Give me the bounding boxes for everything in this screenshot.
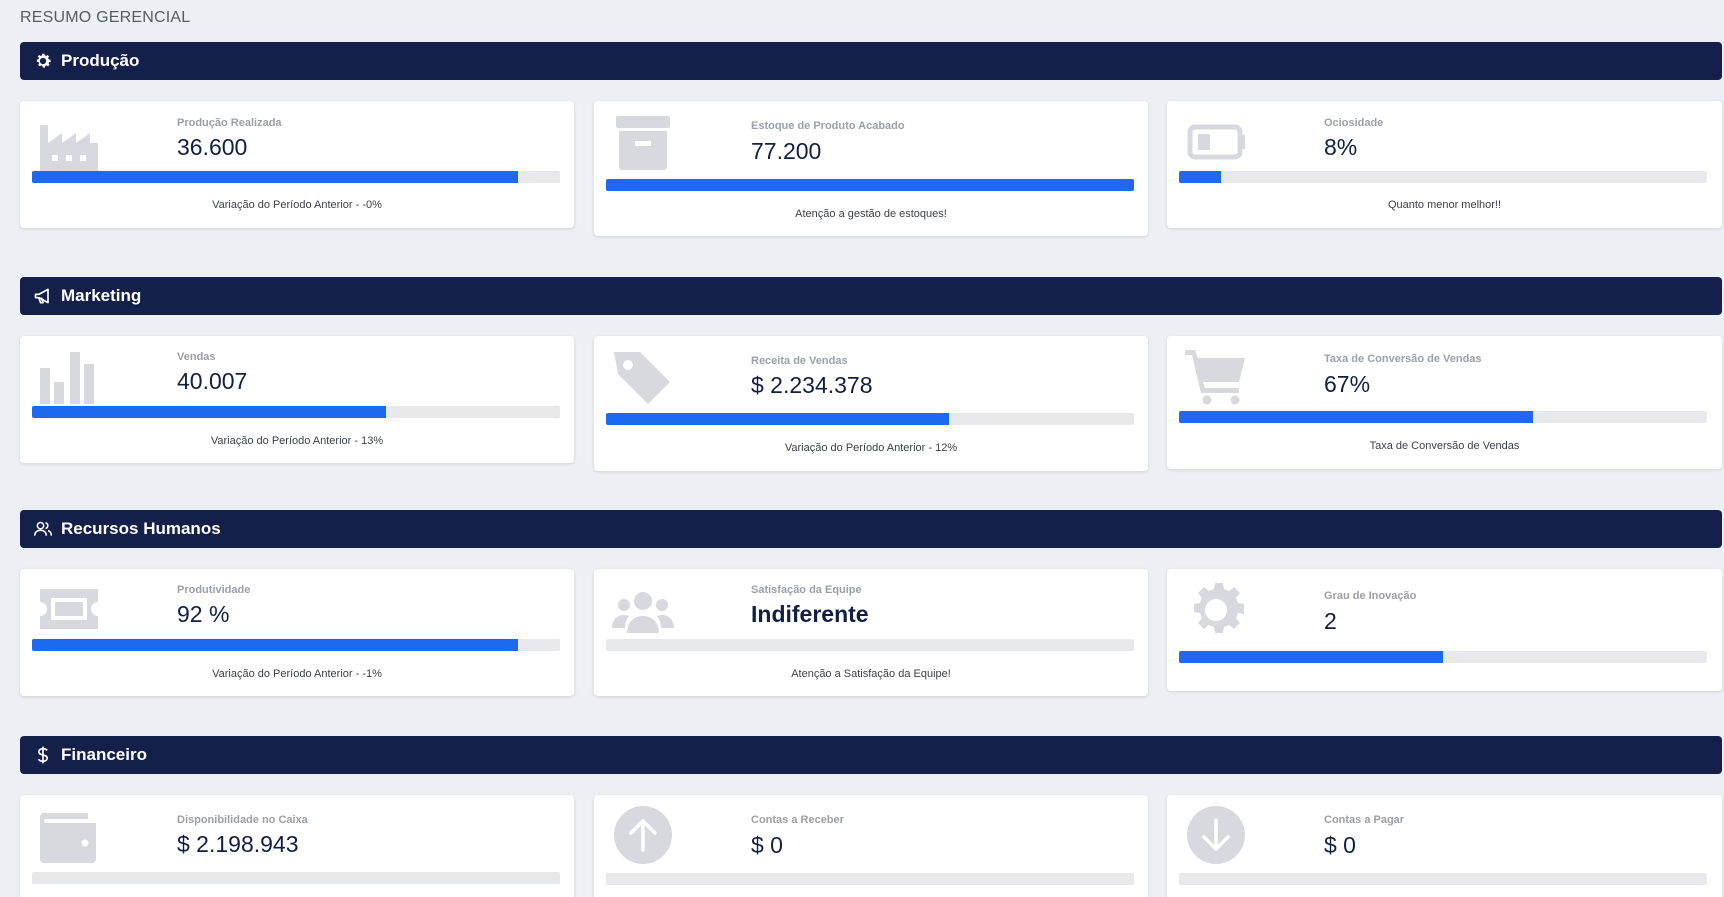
progress-bar (1179, 873, 1707, 885)
card-disponibilidade-caixa[interactable]: Disponibilidade no Caixa $ 2.198.943 (20, 795, 574, 897)
section-header-producao[interactable]: Produção (20, 42, 1722, 80)
card-note: Variação do Período Anterior - 12% (784, 442, 958, 454)
card-label: Satisfação da Equipe (751, 584, 862, 596)
card-value: Indiferente (751, 601, 869, 627)
card-label: Taxa de Conversão de Vendas (1324, 353, 1482, 365)
card-value: 36.600 (177, 134, 248, 160)
arrow-down-circle-icon (1185, 806, 1247, 869)
progress-fill (606, 179, 1134, 191)
card-note: Quanto menor melhor!! (1387, 199, 1502, 211)
card-contas-a-receber[interactable]: Contas a Receber $ 0 (594, 795, 1148, 897)
card-value: $ 0 (751, 832, 783, 858)
card-note: Atenção a gestão de estoques! (795, 208, 947, 220)
card-satisfacao-equipe[interactable]: Satisfação da Equipe Indiferente Atenção… (594, 569, 1148, 696)
price-tag-icon (612, 348, 674, 411)
section-title: Marketing (61, 286, 142, 305)
ticket-icon (38, 581, 100, 644)
card-value: 40.007 (177, 368, 248, 394)
card-label: Ociosidade (1324, 117, 1384, 129)
card-value: $ 2.234.378 (751, 372, 873, 398)
card-value: 77.200 (751, 138, 822, 164)
section-header-recursos-humanos[interactable]: Recursos Humanos (20, 510, 1722, 548)
section-title: Recursos Humanos (61, 519, 221, 538)
progress-bar (606, 413, 1134, 425)
gear-icon (32, 50, 54, 72)
progress-bar (1179, 171, 1707, 183)
users-outline-icon (32, 518, 54, 540)
progress-bar (32, 872, 560, 884)
progress-bar (1179, 411, 1707, 423)
card-note: Variação do Período Anterior - -1% (212, 668, 382, 680)
card-ociosidade[interactable]: Ociosidade 8% Quanto menor melhor!! (1167, 101, 1722, 228)
card-taxa-conversao[interactable]: Taxa de Conversão de Vendas 67% Taxa de … (1167, 336, 1722, 469)
card-producao-realizada[interactable]: Produção Realizada 36.600 Variação do Pe… (20, 101, 574, 228)
dollar-icon (32, 744, 54, 766)
archive-box-icon (612, 114, 674, 177)
card-note: Variação do Período Anterior - -0% (212, 199, 382, 211)
card-value: 92 % (177, 601, 230, 627)
card-note: Taxa de Conversão de Vendas (1369, 440, 1520, 452)
card-value: $ 2.198.943 (177, 831, 299, 857)
section-header-financeiro[interactable]: Financeiro (20, 736, 1722, 774)
card-label: Produção Realizada (177, 117, 282, 129)
section-title: Produção (61, 51, 140, 70)
card-value: $ 0 (1324, 832, 1356, 858)
wallet-icon (38, 807, 100, 870)
card-contas-a-pagar[interactable]: Contas a Pagar $ 0 (1167, 795, 1722, 897)
card-label: Produtividade (177, 584, 251, 596)
factory-icon (38, 115, 100, 181)
card-label: Grau de Inovação (1324, 590, 1417, 602)
arrow-up-circle-icon (612, 806, 674, 869)
card-value: 2 (1324, 608, 1337, 634)
progress-bar (1179, 651, 1707, 663)
progress-bar (606, 873, 1134, 885)
section-title: Financeiro (61, 745, 147, 764)
card-label: Contas a Pagar (1324, 814, 1405, 826)
progress-bar (32, 406, 560, 418)
progress-fill (606, 413, 950, 425)
team-icon (612, 581, 674, 644)
progress-bar (32, 171, 560, 183)
card-label: Contas a Receber (751, 814, 844, 826)
progress-fill (1179, 651, 1443, 663)
card-value: 8% (1324, 134, 1358, 160)
card-vendas[interactable]: Vendas 40.007 Variação do Período Anteri… (20, 336, 574, 463)
card-label: Vendas (177, 351, 216, 363)
page-title: RESUMO GERENCIAL (20, 9, 191, 26)
card-produtividade[interactable]: Produtividade 92 % Variação do Período A… (20, 569, 574, 696)
cog-icon (1185, 581, 1247, 644)
card-receita-de-vendas[interactable]: Receita de Vendas $ 2.234.378 Variação d… (594, 336, 1148, 471)
card-value: 67% (1324, 371, 1371, 397)
progress-fill (1179, 411, 1533, 423)
card-estoque-produto-acabado[interactable]: Estoque de Produto Acabado 77.200 Atençã… (594, 101, 1148, 236)
card-label: Receita de Vendas (751, 355, 848, 367)
progress-fill (32, 639, 518, 651)
shopping-cart-icon (1185, 348, 1247, 411)
card-note: Variação do Período Anterior - 13% (210, 435, 384, 447)
card-note: Atenção a Satisfação da Equipe! (791, 668, 951, 680)
battery-icon (1185, 113, 1247, 176)
progress-bar (606, 639, 1134, 651)
card-label: Disponibilidade no Caixa (177, 814, 308, 826)
card-label: Estoque de Produto Acabado (751, 120, 905, 132)
card-grau-inovacao[interactable]: Grau de Inovação 2 (1167, 569, 1722, 691)
progress-bar (606, 179, 1134, 191)
bar-chart-icon (38, 348, 100, 411)
progress-bar (32, 639, 560, 651)
progress-fill (1179, 171, 1222, 183)
megaphone-icon (32, 285, 54, 307)
section-header-marketing[interactable]: Marketing (20, 277, 1722, 315)
progress-fill (32, 406, 386, 418)
progress-fill (32, 171, 518, 183)
